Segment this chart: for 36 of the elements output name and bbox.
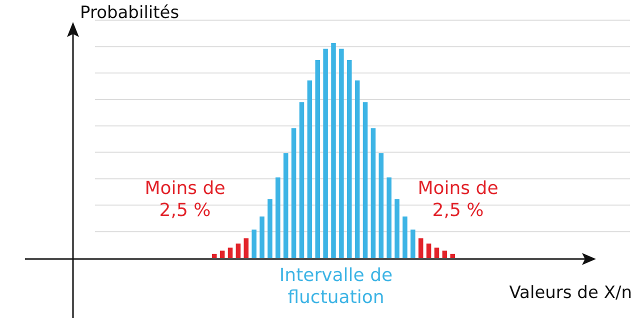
bar	[315, 60, 320, 258]
annotation: Moins de 2,5 %	[144, 178, 226, 221]
bar	[276, 177, 280, 258]
bar	[362, 102, 368, 258]
bar	[386, 177, 392, 258]
bar	[394, 199, 400, 258]
bar	[228, 248, 233, 258]
bar	[426, 244, 432, 258]
bar	[339, 48, 344, 258]
bar	[410, 230, 416, 258]
bar	[323, 48, 328, 258]
bar	[307, 80, 312, 258]
bar	[291, 128, 296, 258]
bar	[370, 128, 376, 258]
bar	[283, 153, 288, 258]
bar	[378, 153, 384, 258]
bar	[212, 254, 217, 258]
bar	[347, 60, 352, 258]
bar	[268, 199, 272, 258]
bar	[299, 102, 304, 258]
bar	[354, 80, 360, 258]
bar	[402, 216, 408, 258]
text: Intervalle de fluctuation	[279, 265, 393, 308]
bar	[220, 250, 225, 258]
bar	[450, 254, 455, 258]
bar	[236, 244, 241, 258]
bar	[260, 216, 264, 258]
bar	[434, 248, 440, 258]
bar	[252, 230, 256, 258]
annotation: Moins de 2,5 %	[418, 178, 498, 221]
x-axis-title: Valeurs de X/n	[509, 283, 632, 303]
bar	[418, 238, 424, 258]
bar	[244, 238, 249, 258]
y-axis-title: Probabilités	[80, 3, 180, 23]
bar	[442, 250, 448, 258]
bar	[331, 43, 336, 258]
